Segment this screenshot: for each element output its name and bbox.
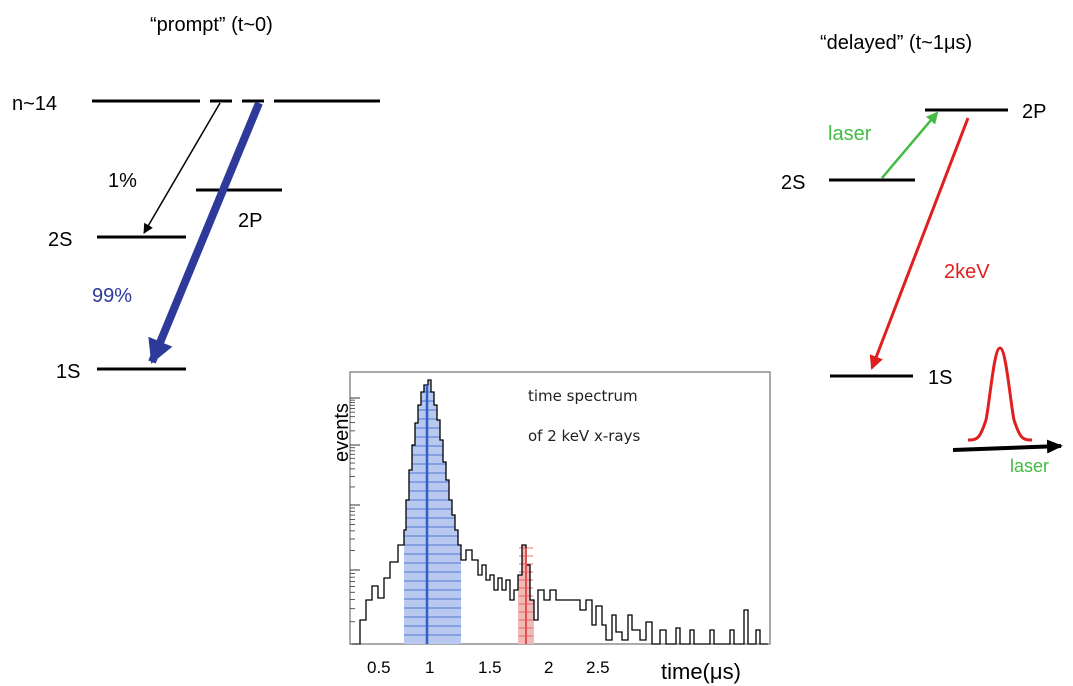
level-label-2s-right: 2S (781, 172, 805, 194)
prompt-title: “prompt” (t~0) (150, 14, 273, 36)
xray-emission-arrow (869, 117, 970, 370)
branch-label-1pct: 1% (108, 170, 137, 192)
laser-pulse-peak (967, 346, 1033, 442)
delayed-title: “delayed” (t~1μs) (820, 32, 972, 54)
branch-label-99pct: 99% (92, 285, 132, 307)
spectrum-annotation-2: of 2 keV x-rays (528, 427, 640, 445)
laser-label: laser (828, 123, 872, 145)
energy-label-2kev: 2keV (944, 261, 990, 283)
level-label-2p-right: 2P (1022, 101, 1046, 123)
log-y-ticks (350, 397, 360, 645)
level-label-1s-left: 1S (56, 361, 80, 383)
x-tick-label: 2 (544, 658, 553, 677)
cascade-arrow-99pct (148, 101, 263, 364)
cascade-arrow-1pct (143, 102, 221, 234)
level-label-2s-left: 2S (48, 229, 72, 251)
histogram (352, 379, 768, 645)
x-tick-label: 1.5 (478, 658, 502, 677)
spectrum-annotation-1: time spectrum (528, 387, 638, 405)
level-label-n14: n~14 (12, 93, 57, 115)
time-axis-label: time(μs) (661, 659, 741, 684)
level-label-2p-left: 2P (238, 210, 262, 232)
laser-time-axis (952, 439, 1063, 454)
x-tick-label: 2.5 (586, 658, 610, 677)
histogram-outline (352, 379, 768, 645)
level-label-1s-right: 1S (928, 367, 952, 389)
x-tick-label: 0.5 (367, 658, 391, 677)
laser-axis-label: laser (1010, 456, 1049, 476)
time-spectrum-plot: time spectrum of 2 keV x-rays (316, 357, 775, 657)
events-axis-label: events (331, 403, 353, 462)
laser-excitation-arrow (881, 111, 939, 179)
x-tick-label: 1 (425, 658, 434, 677)
